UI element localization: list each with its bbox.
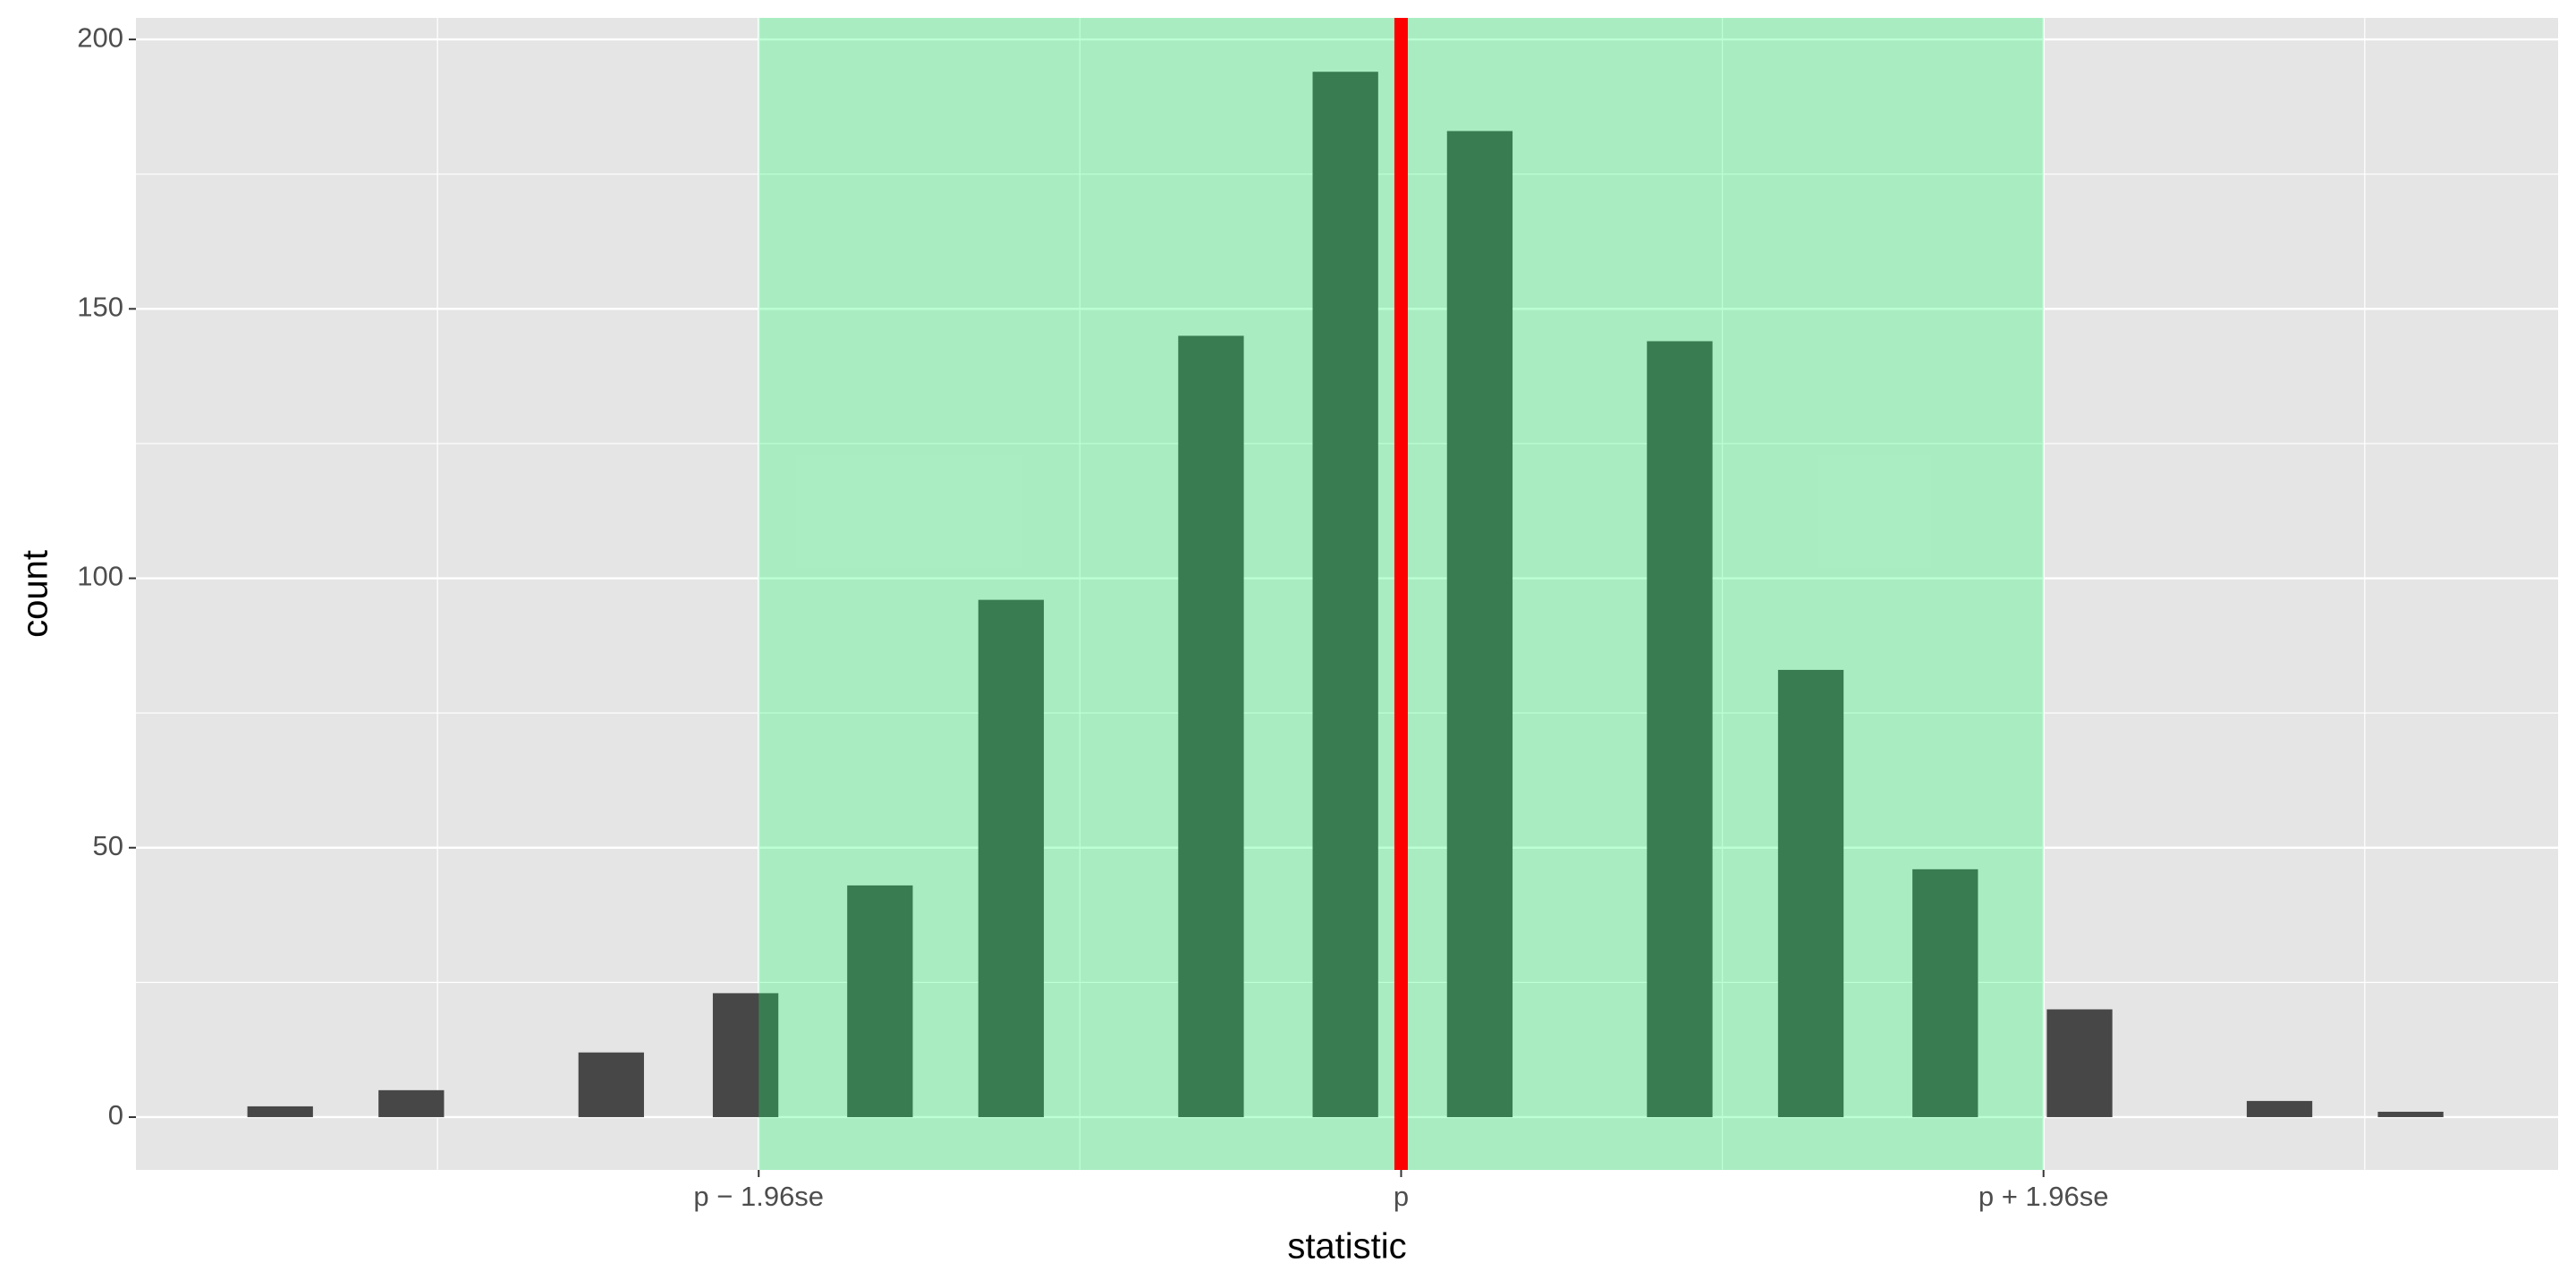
bar xyxy=(712,993,779,1117)
x-tick-label: p + 1.96se xyxy=(1979,1181,2109,1212)
bar xyxy=(1647,341,1713,1117)
bar xyxy=(847,885,913,1117)
y-tick-label: 0 xyxy=(108,1099,123,1131)
bar xyxy=(2046,1009,2113,1117)
x-axis-title: statistic xyxy=(1287,1227,1406,1267)
x-tick-label: p xyxy=(1394,1181,1409,1212)
bar xyxy=(1777,669,1844,1117)
y-tick-label: 50 xyxy=(93,830,123,861)
x-tick-label: p − 1.96se xyxy=(693,1181,824,1212)
bar xyxy=(978,599,1045,1117)
bar xyxy=(378,1089,445,1117)
bar xyxy=(2377,1111,2444,1117)
y-axis-title: count xyxy=(16,550,55,638)
bar xyxy=(1178,335,1244,1117)
bar xyxy=(1446,131,1513,1117)
bar xyxy=(578,1052,644,1117)
bar xyxy=(1312,72,1378,1117)
y-tick-label: 100 xyxy=(77,561,123,592)
y-tick-label: 200 xyxy=(77,21,123,53)
bar xyxy=(1912,869,1979,1117)
y-tick-label: 150 xyxy=(77,292,123,323)
bar xyxy=(247,1106,313,1117)
bar xyxy=(2246,1100,2313,1117)
